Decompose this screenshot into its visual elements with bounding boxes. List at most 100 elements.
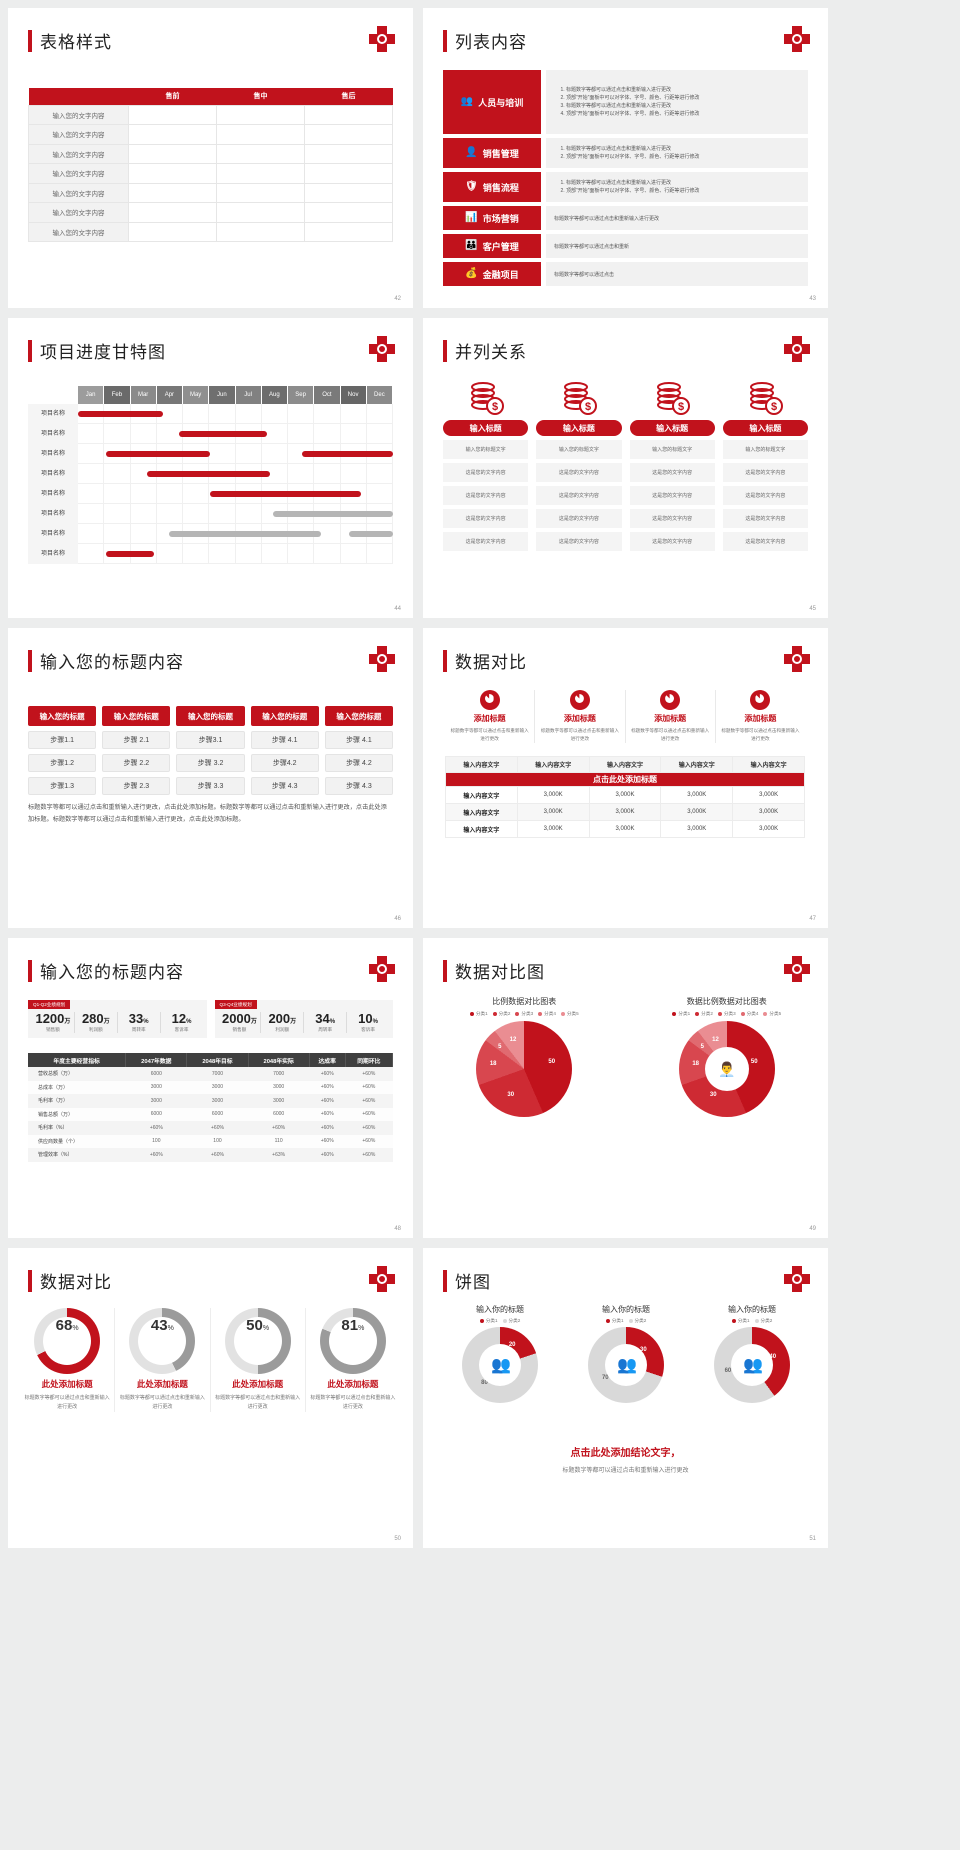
- cell[interactable]: 6000: [125, 1107, 187, 1121]
- cell[interactable]: 110: [248, 1134, 310, 1148]
- table-row[interactable]: 输入您的文字内容: [28, 124, 393, 145]
- parallel-cell[interactable]: 这是您的文字内容: [722, 486, 808, 505]
- step-head[interactable]: 输入您的标题: [102, 706, 171, 726]
- parallel-cell[interactable]: 这是您的文字内容: [722, 463, 808, 482]
- comparison-card[interactable]: 添加标题 标题数字等都可以通过点击和重新输入进行更改: [445, 690, 536, 743]
- step-cell[interactable]: 步骤 4.1: [250, 731, 319, 749]
- cell[interactable]: 6000: [186, 1107, 249, 1121]
- table-row[interactable]: 营收总额（万） 6000 7000 7000 +60% +60%: [28, 1067, 393, 1081]
- cell[interactable]: [304, 124, 393, 145]
- cell[interactable]: 毛利率（%）: [28, 1121, 126, 1135]
- gantt-bar[interactable]: [178, 431, 267, 437]
- list-item-tag[interactable]: 👪 客户管理: [443, 234, 541, 258]
- parallel-cell[interactable]: 这是您的文字内容: [536, 486, 622, 505]
- cell[interactable]: 100: [186, 1134, 249, 1148]
- cell[interactable]: 3000: [125, 1080, 187, 1094]
- row-label[interactable]: 输入您的文字内容: [28, 163, 129, 184]
- cell[interactable]: +60%: [345, 1107, 393, 1121]
- cell[interactable]: +60%: [345, 1094, 393, 1108]
- cell[interactable]: 3,000K: [732, 820, 805, 838]
- step-cell[interactable]: 步骤 4.3: [250, 777, 319, 795]
- list-item-tag[interactable]: 📊 市场营销: [443, 206, 541, 230]
- gantt-track[interactable]: [78, 484, 393, 504]
- slide-list-content[interactable]: 列表内容 👥人员与培训标题数字等都可以通过点击和重新输入进行更改顶部“开始”面板…: [423, 8, 828, 308]
- gantt-bar[interactable]: [147, 471, 271, 477]
- pie-graphic[interactable]: 50 30 18 5 12: [476, 1021, 573, 1117]
- cell[interactable]: 3,000K: [732, 786, 805, 804]
- cell[interactable]: 3000: [186, 1080, 249, 1094]
- slide-table-style[interactable]: 表格样式 售前 售中 售后 输入您的文字内容 输入您的文字内容 输入您的文字内容 输入…: [8, 8, 413, 308]
- cell[interactable]: [128, 143, 217, 164]
- list-item[interactable]: 👪 客户管理 标题数字等都可以通过点击和重新: [443, 234, 808, 258]
- table-row[interactable]: 输入您的文字内容: [28, 202, 393, 223]
- list-item[interactable]: 👤 销售管理 标题数字等都可以通过点击和重新输入进行更改顶部“开始”面板中可以对字体…: [443, 138, 808, 168]
- cell[interactable]: [128, 104, 217, 125]
- comparison-card[interactable]: 添加标题 标题数字等都可以通过点击和重新输入进行更改: [626, 690, 716, 743]
- gantt-bar[interactable]: [169, 531, 321, 537]
- cell[interactable]: 总成本（万）: [28, 1080, 126, 1094]
- cell[interactable]: +60%: [309, 1067, 346, 1081]
- slide-pie-comparison[interactable]: 数据对比图 比例数据对比图表 分类1 分类2 分类3 分类4 分类5 50 30 18 5 12 数据…: [423, 938, 828, 1238]
- step-cell[interactable]: 步骤1.1: [28, 731, 97, 749]
- parallel-cell[interactable]: 这是您的文字内容: [722, 532, 808, 551]
- step-cell[interactable]: 步骤4.2: [250, 754, 319, 772]
- gantt-bar[interactable]: [348, 531, 393, 537]
- table-row[interactable]: 输入内容文字 3,000K 3,000K 3,000K 3,000K: [445, 786, 805, 804]
- gantt-bar[interactable]: [301, 451, 393, 457]
- gantt-track[interactable]: [78, 444, 393, 464]
- list-item[interactable]: 👥 人员与培训 标题数字等都可以通过点击和重新输入进行更改顶部“开始”面板中可以对字…: [443, 70, 808, 134]
- cell[interactable]: [128, 163, 217, 184]
- list-item-tag[interactable]: 👥 人员与培训: [443, 70, 541, 134]
- cell[interactable]: +60%: [309, 1148, 346, 1162]
- cell[interactable]: +60%: [248, 1121, 310, 1135]
- table-row[interactable]: 总成本（万） 3000 3000 3000 +60% +60%: [28, 1080, 393, 1094]
- slide-kpi-table[interactable]: 输入您的标题内容 Q1-Q2业绩规划 1200万 销售额 280万 利润额 33% 周转率 1…: [8, 938, 413, 1238]
- parallel-title[interactable]: 输入标题: [443, 420, 529, 436]
- parallel-cell[interactable]: 这是您的文字内容: [536, 509, 622, 528]
- cell[interactable]: 输入内容文字: [445, 803, 518, 821]
- parallel-cell[interactable]: 输入您的标题文字: [722, 440, 808, 459]
- cell[interactable]: [216, 104, 305, 125]
- cell[interactable]: 输入内容文字: [445, 786, 518, 804]
- slide-steps-content[interactable]: 输入您的标题内容 输入您的标题 步骤1.1 步骤1.2 步骤1.3 输入您的标题 步骤 2…: [8, 628, 413, 928]
- step-cell[interactable]: 步骤 3.2: [176, 754, 245, 772]
- parallel-title[interactable]: 输入标题: [629, 420, 715, 436]
- row-label[interactable]: 输入您的文字内容: [28, 143, 129, 164]
- progress-ring[interactable]: 43%: [129, 1308, 196, 1374]
- gantt-track[interactable]: [78, 504, 393, 524]
- cell[interactable]: [128, 202, 217, 223]
- slide-gantt-chart[interactable]: 项目进度甘特图 Jan Feb Mar Apr May Jun Jul Aug Sep Oct No…: [8, 318, 413, 618]
- list-item[interactable]: 📊 市场营销 标题数字等都可以通过点击和重新输入进行更改: [443, 206, 808, 230]
- cell[interactable]: [304, 163, 393, 184]
- parallel-cell[interactable]: 这是您的文字内容: [629, 509, 715, 528]
- step-cell[interactable]: 步骤 2.1: [102, 731, 171, 749]
- parallel-cell[interactable]: 这是您的文字内容: [536, 532, 622, 551]
- cell[interactable]: 3000: [248, 1094, 310, 1108]
- gantt-bar[interactable]: [210, 491, 362, 497]
- cell[interactable]: [216, 143, 305, 164]
- cell[interactable]: 3,000K: [660, 820, 734, 838]
- cell[interactable]: 毛利率（万）: [28, 1094, 126, 1108]
- step-cell[interactable]: 步骤1.3: [28, 777, 97, 795]
- cell[interactable]: 3000: [248, 1080, 310, 1094]
- cell[interactable]: 3000: [186, 1094, 249, 1108]
- cell[interactable]: [304, 202, 393, 223]
- row-label[interactable]: 输入您的文字内容: [28, 182, 129, 203]
- gantt-track[interactable]: [78, 544, 393, 564]
- step-head[interactable]: 输入您的标题: [250, 706, 319, 726]
- parallel-cell[interactable]: 这是您的文字内容: [443, 532, 529, 551]
- parallel-cell[interactable]: 这是您的文字内容: [536, 463, 622, 482]
- parallel-cell[interactable]: 输入您的标题文字: [443, 440, 529, 459]
- cell[interactable]: +60%: [345, 1148, 393, 1162]
- progress-ring[interactable]: 68%: [34, 1308, 101, 1374]
- donut-graphic[interactable]: 30 70 👥: [588, 1327, 664, 1403]
- table-row[interactable]: 销售总额（万） 6000 6000 6000 +60% +60%: [28, 1107, 393, 1121]
- cell[interactable]: 100: [125, 1134, 187, 1148]
- cell[interactable]: 3000: [125, 1094, 187, 1108]
- slide-parallel-relation[interactable]: 并列关系 $ 输入标题 输入您的标题文字 这是您的文字内容 这是您的文字内容 这是您的文字…: [423, 318, 828, 618]
- list-item-tag[interactable]: 👤 销售管理: [443, 138, 541, 168]
- cell[interactable]: 3,000K: [588, 786, 662, 804]
- cell[interactable]: 7000: [248, 1067, 310, 1081]
- cell[interactable]: [304, 221, 393, 242]
- cell[interactable]: [128, 182, 217, 203]
